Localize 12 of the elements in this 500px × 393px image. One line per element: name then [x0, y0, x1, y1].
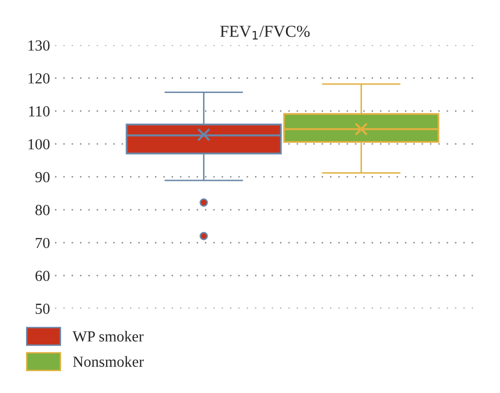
y-tick-label: 50 — [36, 304, 50, 314]
legend-label: WP smoker — [72, 330, 144, 342]
y-tick-label: 120 — [28, 73, 50, 84]
y-tick-label: 60 — [36, 270, 50, 282]
y-tick-label: 70 — [36, 238, 50, 248]
y-tick-label: 100 — [28, 139, 50, 150]
y-tick-label: 90 — [35, 172, 50, 182]
y-tick-label: 80 — [35, 204, 50, 216]
legend-label: Nonsmoker — [73, 356, 144, 367]
y-tick-label: 110 — [29, 106, 50, 116]
y-tick-label: 130 — [28, 40, 50, 51]
chart-title: FEV$_{1}$/FVC% — [220, 26, 310, 40]
